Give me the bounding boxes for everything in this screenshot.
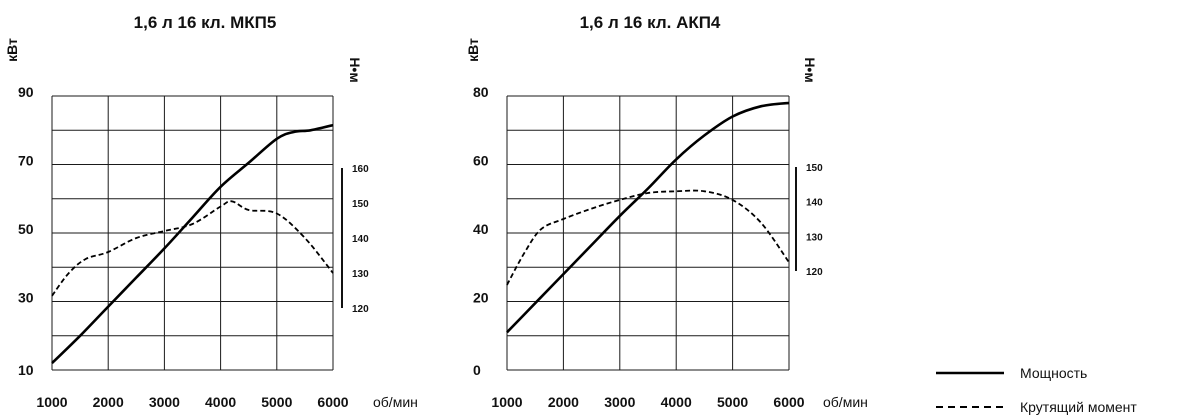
power-series-line xyxy=(51,123,334,365)
y2-tick-label: 130 xyxy=(352,269,369,280)
y-tick-label: 50 xyxy=(18,221,34,237)
x-tick-label: 6000 xyxy=(317,394,348,410)
chart-title: 1,6 л 16 кл. МКП5 xyxy=(134,13,277,32)
torque-series-line xyxy=(506,189,790,286)
y2-tick-label: 120 xyxy=(352,304,369,315)
legend-label: Крутящий момент xyxy=(1020,399,1137,415)
y-axis-label: кВт xyxy=(4,38,20,62)
x-tick-label: 5000 xyxy=(717,394,748,410)
legend: Мощность Крутящий момент xyxy=(936,365,1137,415)
y-tick-label: 40 xyxy=(473,221,489,237)
x-tick-label: 1000 xyxy=(491,394,522,410)
y2-tick-label: 120 xyxy=(806,267,823,278)
y2-tick-label: 150 xyxy=(352,199,369,210)
chart-2: 1,6 л 16 кл. АКП4 кВт Н•м 1000 2000 3000 4000 5… xyxy=(465,13,868,410)
y2-tick-label: 150 xyxy=(806,163,823,174)
y-tick-label: 80 xyxy=(473,84,489,100)
y-tick-label: 10 xyxy=(18,362,34,378)
y-tick-label: 90 xyxy=(18,84,34,100)
y-tick-label: 20 xyxy=(473,290,489,306)
y2-tick-label: 140 xyxy=(806,198,823,209)
legend-label: Мощность xyxy=(1020,365,1087,381)
power-series-line xyxy=(506,101,790,334)
y-tick-label: 70 xyxy=(18,153,34,169)
x-tick-label: 6000 xyxy=(773,394,804,410)
chart-1: 1,6 л 16 кл. МКП5 кВт Н•м 1000 2000 3000 4000 5… xyxy=(4,13,418,410)
x-tick-label: 5000 xyxy=(261,394,292,410)
y2-axis-label: Н•м xyxy=(347,57,363,82)
chart-title: 1,6 л 16 кл. АКП4 xyxy=(580,13,721,32)
y2-tick-label: 160 xyxy=(352,164,369,175)
y2-tick-label: 130 xyxy=(806,232,823,243)
grid xyxy=(506,95,790,371)
x-tick-label: 4000 xyxy=(661,394,692,410)
x-tick-label: 3000 xyxy=(604,394,635,410)
torque-series-line xyxy=(51,200,334,297)
x-tick-label: 1000 xyxy=(36,394,67,410)
grid xyxy=(51,95,334,371)
y-axis-label: кВт xyxy=(465,38,481,62)
y2-tick-label: 140 xyxy=(352,234,369,245)
y-tick-label: 60 xyxy=(473,153,489,169)
y-tick-label: 0 xyxy=(473,362,481,378)
x-tick-label: 2000 xyxy=(93,394,124,410)
x-tick-label: 3000 xyxy=(149,394,180,410)
y-tick-label: 30 xyxy=(18,290,34,306)
y2-axis-label: Н•м xyxy=(802,57,818,82)
x-tick-label: 2000 xyxy=(548,394,579,410)
x-tick-label: 4000 xyxy=(205,394,236,410)
x-unit-label: об/мин xyxy=(373,394,418,410)
x-unit-label: об/мин xyxy=(823,394,868,410)
